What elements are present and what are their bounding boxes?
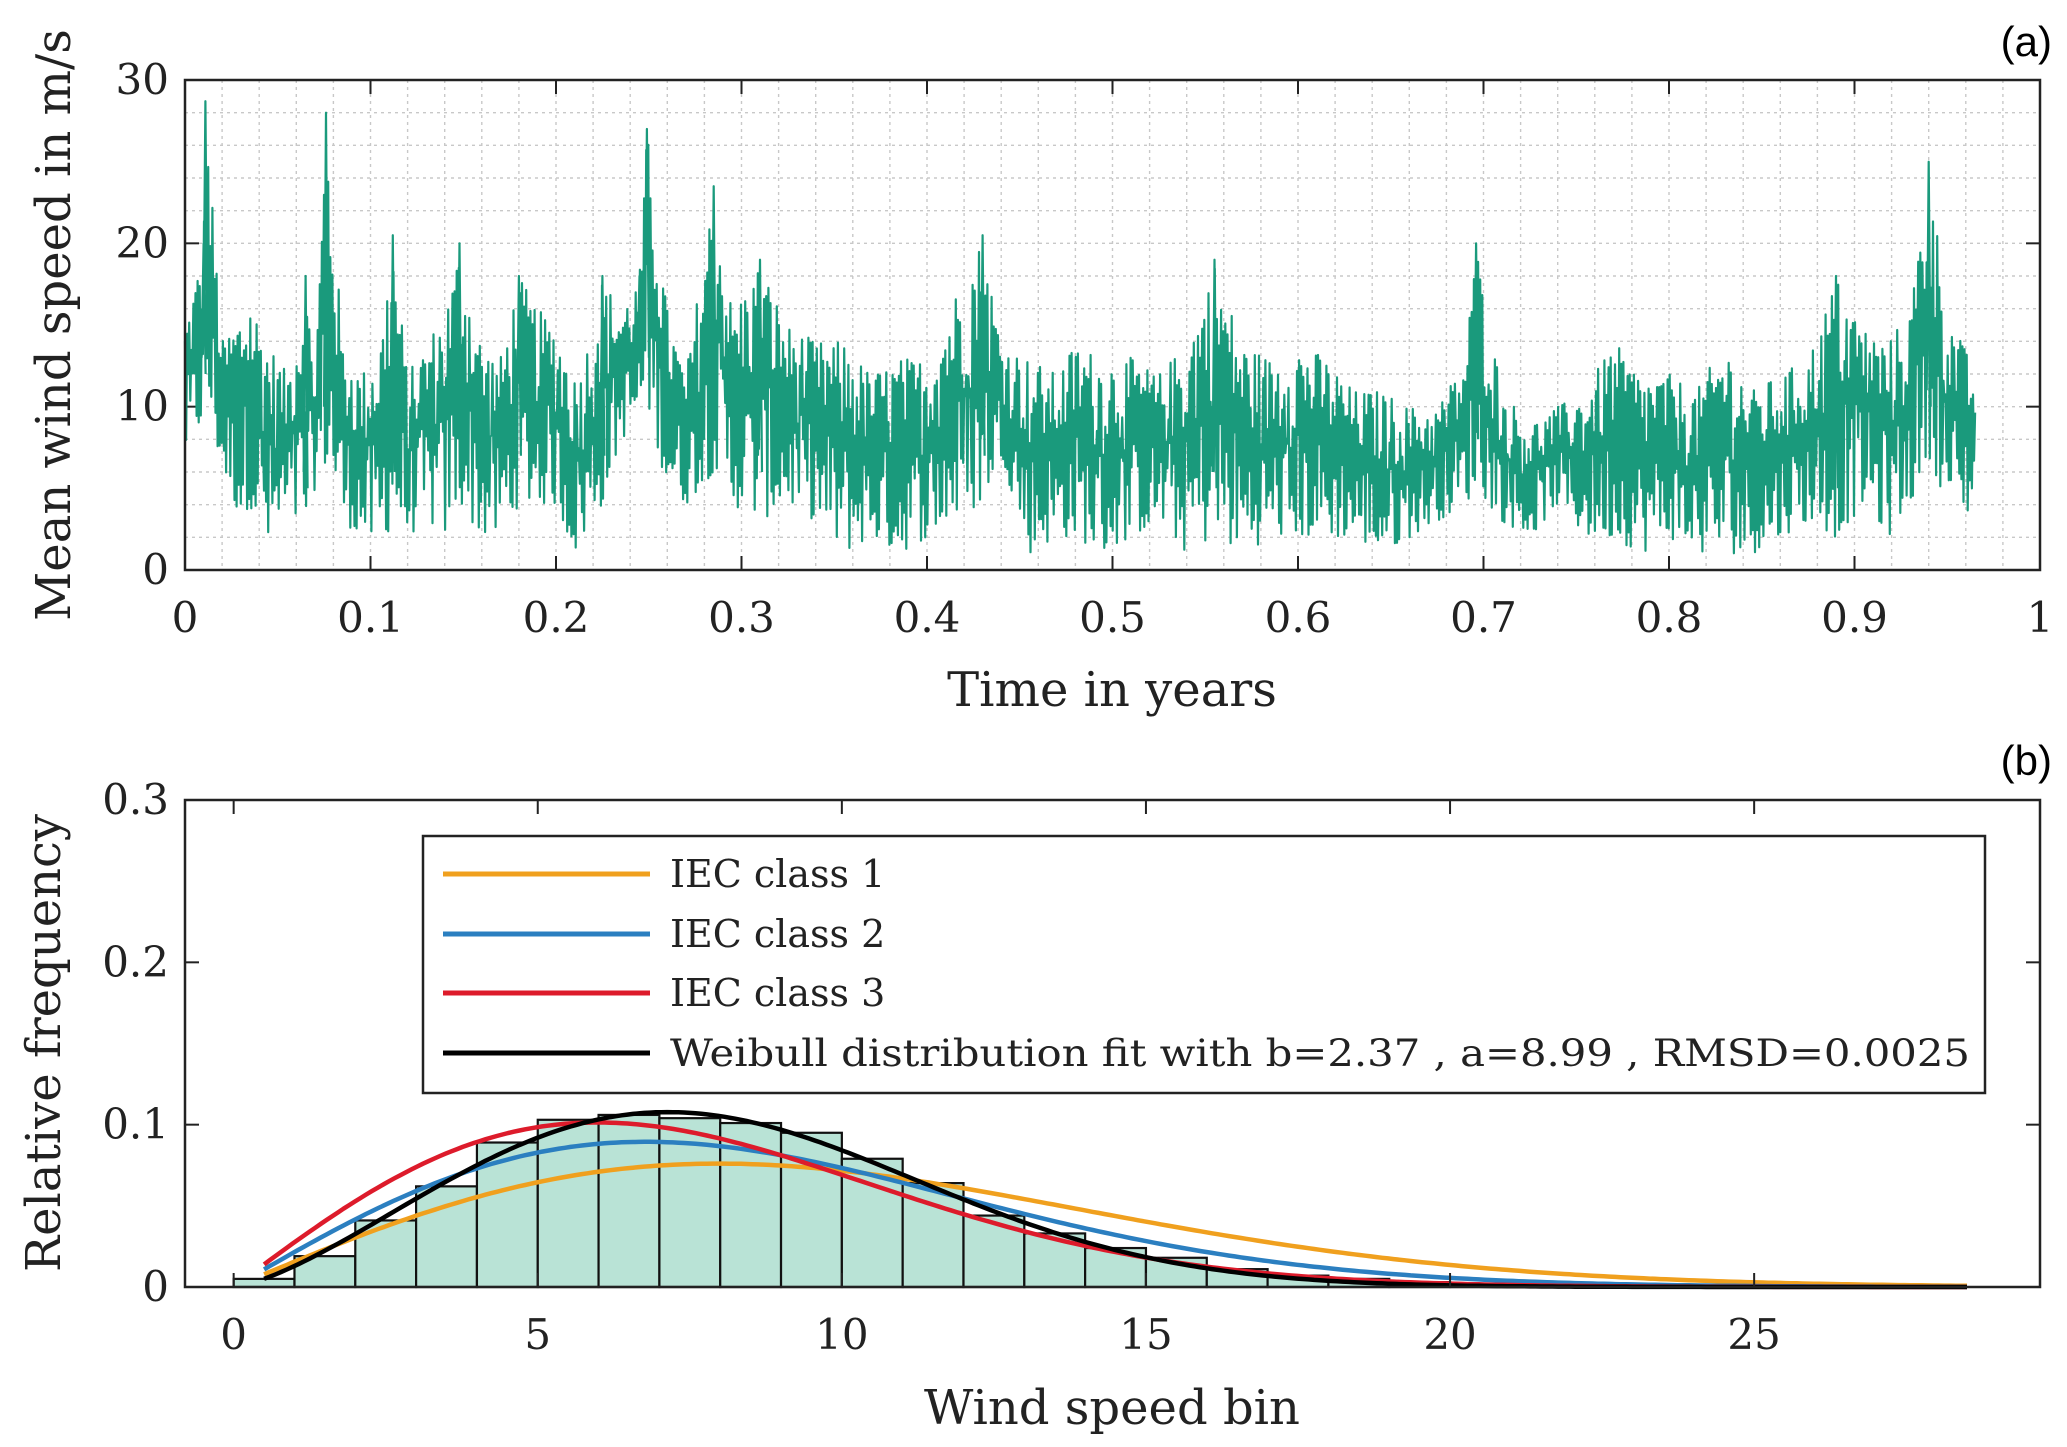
legend-box [421, 834, 1987, 1095]
y-tick-label: 0.1 [102, 1100, 169, 1149]
x-tick-label: 0 [172, 593, 199, 642]
x-tick-label: 0.5 [1079, 593, 1146, 642]
x-tick-label: 0.7 [1450, 593, 1517, 642]
panel-b-ticks: 0 5 10 15 20 25 0 0.1 0.2 0.3 [102, 775, 2040, 1359]
x-tick-label: 0.8 [1636, 593, 1703, 642]
y-tick-label: 10 [116, 382, 169, 431]
y-tick-label: 0.3 [102, 775, 169, 824]
legend-label-iec-class-2: IEC class 2 [670, 912, 885, 956]
legend-label-iec-class-1: IEC class 1 [670, 852, 885, 896]
x-tick-label: 15 [1119, 1310, 1172, 1359]
x-tick-label: 5 [524, 1310, 551, 1359]
x-tick-label: 0.4 [894, 593, 961, 642]
y-tick-label: 0 [142, 545, 169, 594]
wind-speed-series-line [183, 100, 1977, 555]
x-tick-label: 25 [1727, 1310, 1780, 1359]
panel-a-label: (a) [2001, 18, 2052, 65]
panel-a-axes-box [183, 78, 2042, 572]
panel-a-y-axis-label: Mean wind speed in m/s [26, 29, 82, 621]
legend-label-iec-class-3: IEC class 3 [670, 971, 885, 1015]
x-tick-label: 20 [1423, 1310, 1476, 1359]
panel-b: 0 5 10 15 20 25 0 0.1 0.2 0.3 IEC class 1 IEC cla… [16, 737, 2052, 1436]
x-tick-label: 0 [220, 1310, 247, 1359]
panel-a-x-axis-label: Time in years [947, 662, 1277, 718]
x-tick-label: 0.3 [708, 593, 775, 642]
x-tick-label: 10 [815, 1310, 868, 1359]
y-tick-label: 30 [116, 55, 169, 104]
y-tick-label: 20 [116, 218, 169, 267]
legend: IEC class 1 IEC class 2 IEC class 3 Weib… [421, 834, 1987, 1095]
legend-label-weibull-fit: Weibull distribution fit with b=2.37 , a… [670, 1032, 1970, 1075]
histogram-bar [962, 1214, 1026, 1289]
panel-b-axes-box [183, 798, 2042, 1289]
panel-b-x-axis-label: Wind speed bin [924, 1380, 1300, 1436]
x-tick-label: 0.2 [523, 593, 590, 642]
x-tick-label: 0.1 [337, 593, 404, 642]
curve-iec-class-1 [263, 1161, 1968, 1289]
y-tick-label: 0.2 [102, 937, 169, 986]
x-tick-label: 1 [2027, 593, 2054, 642]
x-tick-label: 0.9 [1821, 593, 1888, 642]
y-tick-label: 0 [142, 1262, 169, 1311]
panel-b-y-axis-label: Relative frequency [16, 814, 72, 1272]
x-tick-label: 0.6 [1265, 593, 1332, 642]
panel-b-label: (b) [2001, 737, 2052, 784]
